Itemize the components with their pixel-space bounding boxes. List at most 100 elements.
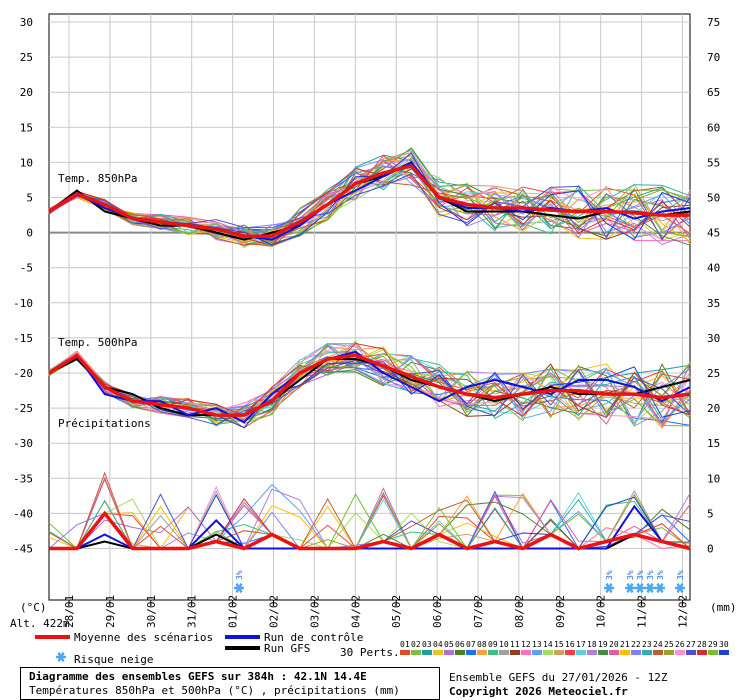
date-tick-label: 12/02 [677,595,690,628]
pert-color-swatch [521,650,531,655]
label-precipitations: Précipitations [58,417,151,430]
footer-subtitle: Températures 850hPa et 500hPa (°C) , pré… [29,684,400,697]
snowflake-icon [675,583,685,593]
pert-color-swatch [576,650,586,655]
pert-color-swatch [455,650,465,655]
right-tick-label: 70 [707,51,720,64]
pert-color-swatch [444,650,454,655]
right-axis-unit: (mm) [710,601,737,614]
right-tick-label: 50 [707,192,720,205]
footer-title-box: Diagramme des ensembles GEFS sur 384h : … [20,667,440,700]
legend-control-label: Run de contrôle [264,631,363,644]
pert-color-swatch [543,650,553,655]
pert-number: 24 [653,640,663,649]
pert-color-swatch [499,650,509,655]
pert-color-swatch [411,650,421,655]
axis-ticks: 302520151050-5-10-15-20-25-30-35-40-4575… [13,16,720,628]
pert-number: 14 [543,640,553,649]
pert-number: 03 [422,640,432,649]
pert-number: 16 [565,640,575,649]
date-tick-label: 30/01 [145,595,158,628]
main-lines [48,161,691,551]
right-tick-label: 25 [707,367,720,380]
snowflake-icon [604,583,614,593]
pert-color-swatch [620,650,630,655]
legend-mean-label: Moyenne des scénarios [74,631,213,644]
pert-number: 23 [642,640,652,649]
pert-number: 02 [411,640,421,649]
pert-number: 04 [433,640,443,649]
legend: Moyenne des scénarios Run de contrôle Ru… [35,631,729,666]
pert-color-swatch [653,650,663,655]
snow-risk-pct: 3% [676,570,685,580]
snowflake-icon [645,583,655,593]
pert-color-swatch [510,650,520,655]
snowflake-stroke [57,652,65,662]
mean-t500-line [48,353,691,417]
left-tick-label: -15 [13,332,33,345]
pert-color-swatch [587,650,597,655]
label-t500: Temp. 500hPa [58,336,137,349]
pert-color-swatch [631,650,641,655]
pert-color-swatch [422,650,432,655]
snowflake-icon [234,583,244,593]
snowflake-stroke [605,583,613,593]
date-tick-label: 07/02 [472,595,485,628]
right-tick-label: 40 [707,262,720,275]
altitude-label: Alt. 422m [10,617,70,630]
pert-color-swatch [400,650,410,655]
snowflake-stroke [656,583,664,593]
pert-number: 25 [664,640,674,649]
pert-number: 26 [675,640,685,649]
left-tick-label: -40 [13,507,33,520]
snow-risk-pct: 3% [646,570,655,580]
legend-perts-label: 30 Perts. [340,646,400,659]
left-tick-label: -10 [13,297,33,310]
pert-color-swatch [532,650,542,655]
left-tick-label: 10 [20,156,33,169]
pert-t850-line [48,152,691,245]
pert-number: 20 [609,640,619,649]
label-t850: Temp. 850hPa [58,172,137,185]
perturbation-lines [48,147,691,550]
pert-number: 29 [708,640,718,649]
date-tick-label: 01/02 [227,595,240,628]
pert-color-swatch [565,650,575,655]
pert-number: 07 [466,640,476,649]
left-tick-label: -5 [20,262,33,275]
pert-number: 13 [532,640,542,649]
date-tick-label: 08/02 [513,595,526,628]
plot-frame [48,13,691,601]
pert-number: 01 [400,640,410,649]
pert-number: 12 [521,640,531,649]
footer-ensemble-info: Ensemble GEFS du 27/01/2026 - 12Z [449,671,668,684]
right-tick-label: 5 [707,507,714,520]
chart-labels: Temp. 850hPa Temp. 500hPa Précipitations… [10,172,737,630]
left-tick-label: 5 [26,192,33,205]
pert-number: 28 [697,640,707,649]
left-tick-label: 30 [20,16,33,29]
pert-number: 18 [587,640,597,649]
snow-risk-pct: 3% [235,570,244,580]
perturbation-legend: 01 02 03 04 05 06 07 08 09 10 11 12 13 14 15 16 17 18 19 20… [400,640,729,655]
snowflake-stroke [646,583,654,593]
snow-risk-pct: 3% [656,570,665,580]
left-axis-unit: (°C) [20,601,47,614]
legend-snow-label: Risque neige [74,653,153,666]
snow-risk-pct: 3% [626,570,635,580]
snowflake-stroke [636,583,644,593]
snowflake-stroke [235,583,243,593]
pert-color-swatch [477,650,487,655]
pert-color-swatch [697,650,707,655]
pert-number: 08 [477,640,487,649]
pert-number: 21 [620,640,630,649]
snow-risk-markers: 3% 3% 3% 3% 3% 3% 3% [234,570,685,593]
snowflake-stroke [626,583,634,593]
pert-t850-line [48,163,691,244]
pert-number: 19 [598,640,608,649]
pert-t850-line [48,161,691,247]
date-tick-label: 31/01 [186,595,199,628]
pert-number: 09 [488,640,498,649]
right-tick-label: 45 [707,227,720,240]
